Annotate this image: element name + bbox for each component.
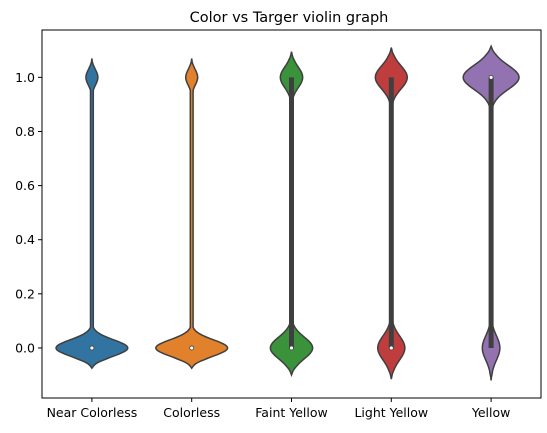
x-tick-label: Faint Yellow — [255, 405, 327, 420]
chart-title: Color vs Targer violin graph — [190, 10, 389, 26]
y-tick-label: 0.4 — [15, 232, 35, 247]
median-marker-yellow — [488, 74, 494, 80]
y-tick-label: 0.8 — [15, 124, 35, 139]
y-tick-label: 0.0 — [15, 340, 35, 355]
x-tick-label: Light Yellow — [354, 405, 428, 420]
median-marker-near-colorless — [89, 345, 95, 351]
y-tick-label: 0.6 — [15, 178, 35, 193]
violin-body-near-colorless — [55, 58, 129, 370]
x-tick-label: Near Colorless — [47, 405, 138, 420]
median-marker-faint-yellow — [289, 345, 294, 351]
axes-frame — [41, 29, 542, 399]
median-marker-colorless — [189, 345, 195, 351]
y-tick-label: 0.2 — [15, 286, 35, 301]
x-tick-label: Yellow — [471, 405, 510, 420]
y-tick-label: 1.0 — [15, 70, 35, 85]
violin-body-colorless — [155, 58, 229, 370]
median-marker-light-yellow — [388, 345, 394, 351]
x-tick-label: Colorless — [163, 405, 220, 420]
plot-area: Near Colorless Colorless Faint Yellow Light… — [15, 29, 542, 420]
